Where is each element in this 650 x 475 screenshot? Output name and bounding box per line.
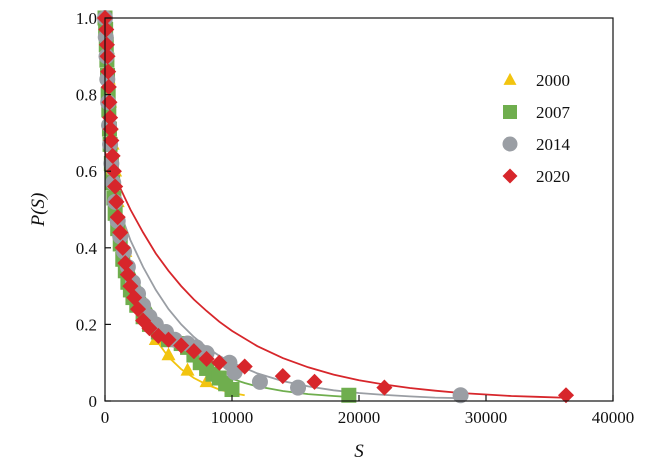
data-point-2020 bbox=[376, 379, 393, 396]
data-point-2020 bbox=[141, 320, 158, 337]
series-2020 bbox=[96, 9, 575, 404]
y-tick-label: 0.6 bbox=[76, 162, 97, 181]
data-point-2020 bbox=[98, 36, 115, 53]
x-tick-label: 30000 bbox=[465, 408, 508, 427]
data-point-2020 bbox=[160, 331, 177, 348]
x-tick-label: 0 bbox=[101, 408, 110, 427]
data-point-2020 bbox=[109, 209, 126, 226]
data-point-2020 bbox=[99, 48, 116, 65]
data-points bbox=[96, 9, 575, 404]
data-point-2020 bbox=[236, 358, 253, 375]
legend-marker-2000 bbox=[503, 72, 517, 85]
x-tick-label: 40000 bbox=[592, 408, 635, 427]
data-point-2020 bbox=[198, 350, 215, 367]
data-point-2020 bbox=[211, 354, 228, 371]
y-tick-label: 0.4 bbox=[76, 239, 98, 258]
data-point-2020 bbox=[185, 343, 202, 360]
data-point-2020 bbox=[274, 368, 291, 385]
data-point-2007 bbox=[224, 382, 240, 398]
data-point-2020 bbox=[98, 21, 115, 38]
legend-marker-2020 bbox=[502, 168, 518, 184]
data-point-2020 bbox=[306, 373, 323, 390]
legend-label-2020: 2020 bbox=[536, 167, 570, 186]
fit-curves bbox=[104, 151, 569, 400]
legend-entry-2020: 2020 bbox=[502, 167, 570, 186]
y-tick-label: 0.2 bbox=[76, 315, 97, 334]
data-point-2020 bbox=[119, 266, 136, 283]
data-point-2014 bbox=[251, 373, 268, 390]
y-axis-label: P(S) bbox=[28, 193, 49, 228]
series-2007 bbox=[97, 10, 357, 403]
data-point-2020 bbox=[117, 255, 134, 272]
data-point-2020 bbox=[108, 193, 125, 210]
axis-ticks: 0 10000 20000 30000 40000 0 0.2 0.4 0.6 0.8 1.0 bbox=[76, 9, 635, 427]
y-tick-label: 0 bbox=[89, 392, 98, 411]
legend-label-2007: 2007 bbox=[536, 103, 571, 122]
data-point-2020 bbox=[173, 337, 190, 354]
y-tick-label: 0.8 bbox=[76, 86, 97, 105]
data-point-2020 bbox=[104, 147, 121, 164]
data-point-2020 bbox=[122, 278, 139, 295]
fit-curve-2014 bbox=[104, 163, 467, 400]
data-point-2020 bbox=[129, 301, 147, 318]
data-point-2014 bbox=[290, 379, 307, 396]
legend: 2000 2007 2014 2020 bbox=[502, 71, 571, 186]
data-point-2000 bbox=[161, 347, 176, 361]
data-point-2020 bbox=[103, 132, 120, 149]
data-point-2020 bbox=[114, 239, 131, 256]
data-point-2020 bbox=[102, 109, 119, 126]
legend-entry-2000: 2000 bbox=[503, 71, 570, 90]
legend-label-2000: 2000 bbox=[536, 71, 570, 90]
data-point-2020 bbox=[105, 163, 122, 180]
legend-entry-2007: 2007 bbox=[503, 103, 571, 122]
y-tick-label: 1.0 bbox=[76, 9, 97, 28]
legend-marker-2007 bbox=[503, 105, 517, 119]
data-point-2020 bbox=[112, 224, 129, 241]
x-tick-label: 10000 bbox=[211, 408, 254, 427]
x-axis-label: S bbox=[354, 441, 364, 462]
data-point-2014 bbox=[452, 387, 469, 404]
x-tick-label: 20000 bbox=[338, 408, 381, 427]
data-point-2020 bbox=[100, 63, 117, 80]
legend-marker-2014 bbox=[502, 136, 518, 152]
data-point-2020 bbox=[107, 178, 124, 195]
data-point-2000 bbox=[180, 362, 195, 376]
fit-curve-2020 bbox=[104, 151, 569, 399]
legend-label-2014: 2014 bbox=[536, 135, 571, 154]
legend-entry-2014: 2014 bbox=[502, 135, 571, 154]
data-point-2020 bbox=[557, 387, 575, 404]
data-point-2007 bbox=[341, 387, 357, 403]
data-point-2020 bbox=[126, 289, 143, 306]
data-point-2020 bbox=[102, 121, 119, 138]
